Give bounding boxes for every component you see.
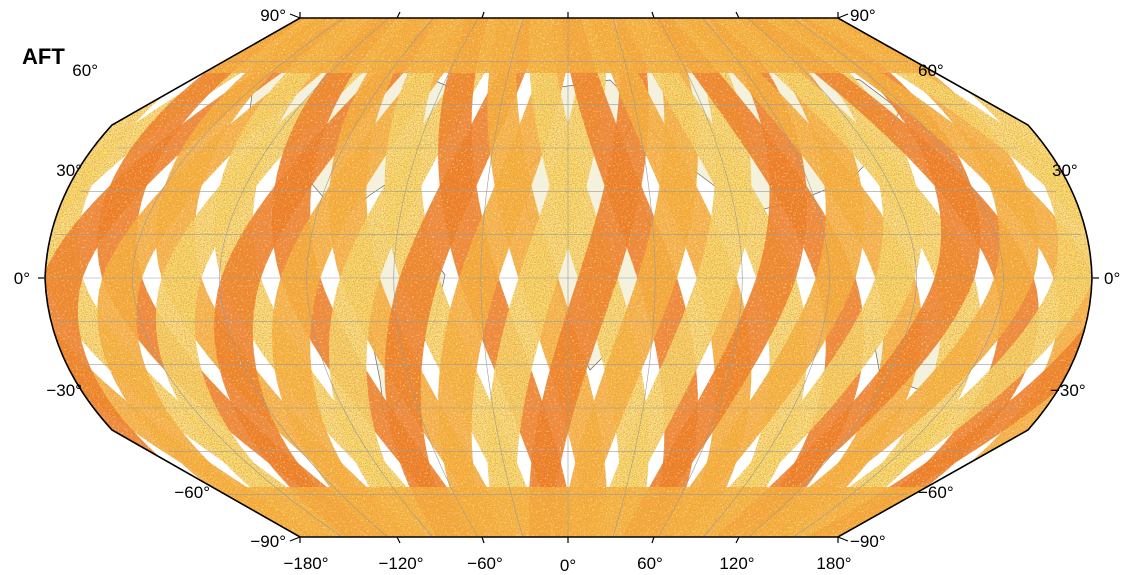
latitude-labels-right: 90° 60° 30° 0° −30° −60° −90° bbox=[850, 6, 1120, 551]
lon-label-120: 120° bbox=[719, 554, 754, 573]
longitude-labels: −180° −120° −60° 0° 60° 120° 180° bbox=[283, 554, 851, 575]
lat-label-right-0: 0° bbox=[1104, 269, 1120, 288]
lat-label-right-neg30: −30° bbox=[1050, 381, 1086, 400]
lon-label-neg180: −180° bbox=[283, 554, 328, 573]
graticule bbox=[45, 18, 1091, 537]
graticule-meridian bbox=[657, 18, 743, 537]
graticule-meridian bbox=[218, 18, 389, 537]
lon-label-0: 0° bbox=[560, 556, 576, 575]
latitude-labels-left: 90° 60° 30° 0° −30° −60° −90° bbox=[14, 6, 286, 551]
graticule-meridian bbox=[306, 18, 434, 537]
lat-label-right-neg90: −90° bbox=[850, 532, 886, 551]
lon-label-neg120: −120° bbox=[378, 554, 423, 573]
lon-label-60: 60° bbox=[637, 554, 663, 573]
lat-label-right-60: 60° bbox=[918, 61, 944, 80]
graticule-meridian bbox=[747, 18, 918, 537]
lat-label-right-90: 90° bbox=[850, 6, 876, 25]
lon-label-180: 180° bbox=[816, 554, 851, 573]
lat-label-left-60: 60° bbox=[72, 61, 98, 80]
graticule-meridian bbox=[131, 18, 344, 537]
graticule-meridian bbox=[792, 18, 1005, 537]
graticule-meridian bbox=[393, 18, 479, 537]
lat-label-left-90: 90° bbox=[260, 6, 286, 25]
lat-label-left-0: 0° bbox=[14, 269, 30, 288]
map-title: AFT bbox=[22, 44, 65, 69]
graticule-meridian bbox=[480, 18, 524, 537]
lat-label-left-neg60: −60° bbox=[174, 483, 210, 502]
lat-label-left-30: 30° bbox=[56, 161, 82, 180]
lat-label-right-neg60: −60° bbox=[918, 483, 954, 502]
lat-label-left-neg30: −30° bbox=[46, 381, 82, 400]
lon-label-neg60: −60° bbox=[467, 554, 503, 573]
graticule-meridian bbox=[702, 18, 830, 537]
lat-label-left-neg90: −90° bbox=[250, 532, 286, 551]
edge-ticks bbox=[38, 11, 1099, 544]
graticule-meridian bbox=[612, 18, 656, 537]
lat-label-right-30: 30° bbox=[1052, 161, 1078, 180]
